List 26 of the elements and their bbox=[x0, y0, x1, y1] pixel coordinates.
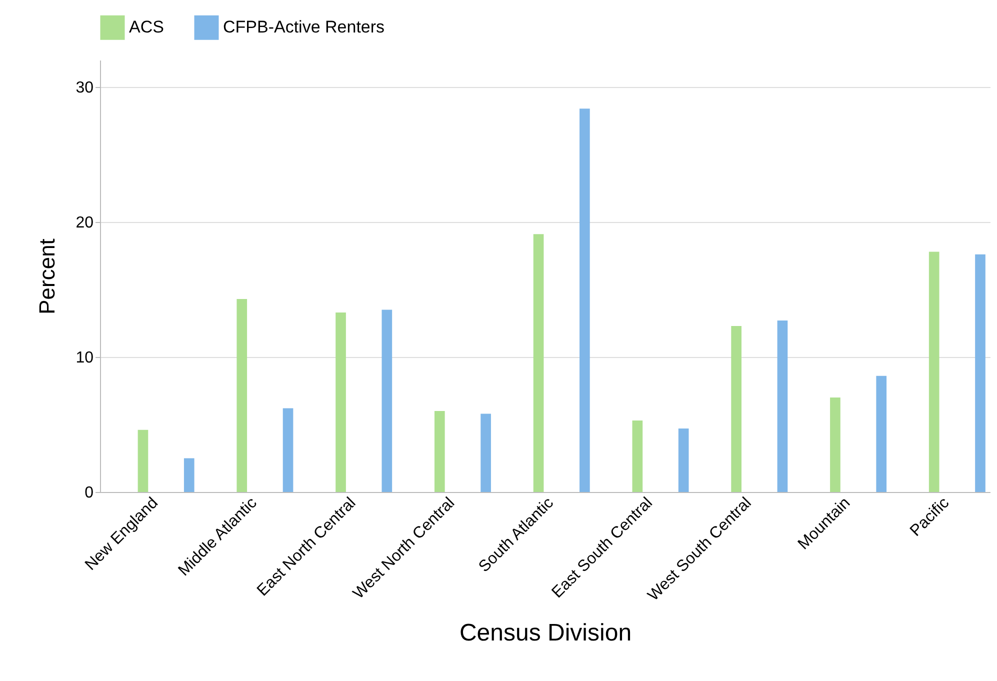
legend-label: CFPB-Active Renters bbox=[223, 18, 385, 37]
bar bbox=[236, 298, 248, 492]
y-tick-label: 20 bbox=[76, 214, 94, 232]
y-axis-title: Percent bbox=[34, 238, 60, 314]
bar bbox=[678, 428, 689, 492]
x-axis-title: Census Division bbox=[459, 620, 632, 647]
bar bbox=[184, 458, 194, 492]
bar bbox=[434, 411, 445, 492]
bar bbox=[480, 414, 491, 492]
bar bbox=[777, 320, 788, 492]
bar bbox=[138, 430, 148, 492]
bar bbox=[632, 420, 643, 492]
bar bbox=[580, 108, 590, 492]
bar bbox=[876, 376, 887, 492]
y-tick-label: 10 bbox=[76, 350, 94, 366]
bar bbox=[382, 310, 392, 492]
bar bbox=[830, 398, 840, 492]
bar bbox=[731, 326, 742, 492]
legend-label: ACS bbox=[129, 18, 164, 37]
bar bbox=[336, 312, 346, 492]
bar bbox=[533, 234, 544, 492]
y-tick-label: 0 bbox=[84, 484, 94, 502]
bar bbox=[282, 408, 294, 492]
bar bbox=[928, 252, 940, 492]
y-tick-label: 30 bbox=[76, 80, 94, 96]
bar bbox=[975, 254, 986, 492]
